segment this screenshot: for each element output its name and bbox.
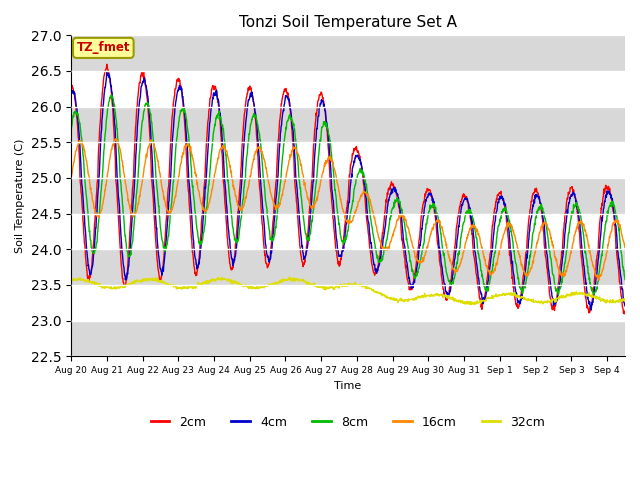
Bar <box>71 249 625 285</box>
Y-axis label: Soil Temperature (C): Soil Temperature (C) <box>15 139 25 253</box>
Title: Tonzi Soil Temperature Set A: Tonzi Soil Temperature Set A <box>239 15 457 30</box>
X-axis label: Time: Time <box>334 381 362 391</box>
Bar <box>71 107 625 143</box>
Legend: 2cm, 4cm, 8cm, 16cm, 32cm: 2cm, 4cm, 8cm, 16cm, 32cm <box>146 411 550 434</box>
Bar <box>71 178 625 214</box>
Bar <box>71 36 625 71</box>
Bar <box>71 321 625 356</box>
Text: TZ_fmet: TZ_fmet <box>77 41 130 54</box>
